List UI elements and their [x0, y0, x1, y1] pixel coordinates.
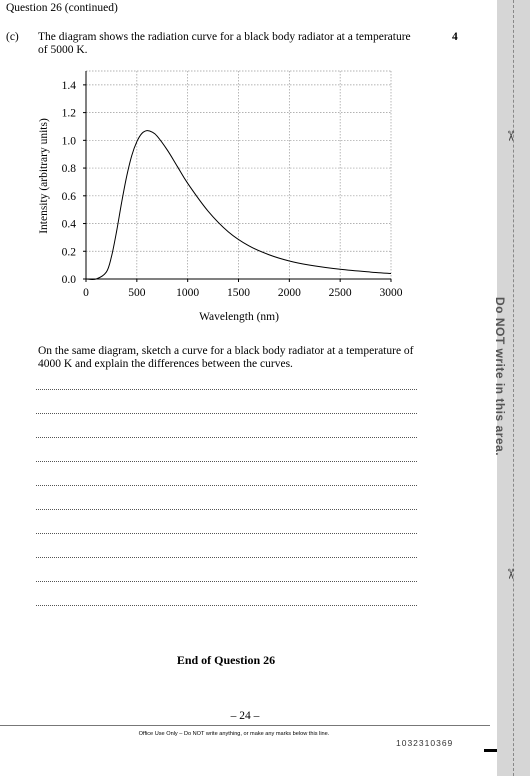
- scissors-icon: ✂: [501, 568, 518, 580]
- chart-grid: [86, 70, 392, 279]
- barcode-number: 1032310369: [396, 738, 454, 748]
- answer-line[interactable]: [36, 533, 417, 534]
- answer-line[interactable]: [36, 557, 417, 558]
- x-tick-label: 2500: [329, 287, 352, 299]
- y-tick-label: 1.4: [62, 80, 77, 92]
- answer-line[interactable]: [36, 437, 417, 438]
- part-intro: The diagram shows the radiation curve fo…: [38, 31, 411, 56]
- x-tick-label: 2000: [278, 287, 301, 299]
- cut-line: [513, 0, 514, 776]
- answer-line[interactable]: [36, 461, 417, 462]
- x-tick-label: 3000: [380, 287, 403, 299]
- radiation-curve-chart: 0 500 1000 1500 2000 2500 3000 0.0 0.2 0.4 0.6 0.8 1…: [38, 70, 403, 323]
- x-tick-label: 500: [128, 287, 146, 299]
- office-use-notice: Office Use Only – Do NOT write anything,…: [138, 731, 330, 737]
- y-tick-label: 0.0: [62, 274, 77, 286]
- margin-warning: Do NOT write in this area.: [493, 297, 507, 457]
- x-axis-label: Wavelength (nm): [199, 311, 279, 323]
- question-header: Question 26 (continued): [6, 2, 118, 14]
- chart-ticks: 0 500 1000 1500 2000 2500 3000 0.0 0.2 0.4 0.6 0.8 1…: [62, 80, 403, 299]
- end-of-question: End of Question 26: [176, 653, 276, 667]
- answer-line[interactable]: [36, 485, 417, 486]
- y-tick-label: 0.8: [62, 163, 77, 175]
- y-tick-label: 1.2: [62, 108, 77, 120]
- answer-line[interactable]: [36, 389, 417, 390]
- footer-rule: [0, 725, 490, 726]
- x-tick-label: 1000: [176, 287, 199, 299]
- y-tick-label: 0.6: [62, 191, 77, 203]
- x-tick-label: 0: [83, 287, 89, 299]
- marks-value: 4: [452, 31, 458, 43]
- answer-line[interactable]: [36, 509, 417, 510]
- y-tick-label: 0.2: [62, 246, 77, 258]
- y-tick-label: 1.0: [62, 135, 77, 147]
- scissors-icon: ✂: [501, 130, 518, 142]
- y-axis-label: Intensity (arbitrary units): [38, 118, 50, 234]
- answer-line[interactable]: [36, 581, 417, 582]
- task-instruction: On the same diagram, sketch a curve for …: [38, 345, 414, 370]
- answer-line[interactable]: [36, 605, 417, 606]
- answer-line[interactable]: [36, 413, 417, 414]
- series-line: [85, 130, 392, 281]
- x-tick-label: 1500: [227, 287, 250, 299]
- part-label: (c): [6, 31, 19, 43]
- page-number: – 24 –: [230, 710, 260, 722]
- y-tick-label: 0.4: [62, 219, 77, 231]
